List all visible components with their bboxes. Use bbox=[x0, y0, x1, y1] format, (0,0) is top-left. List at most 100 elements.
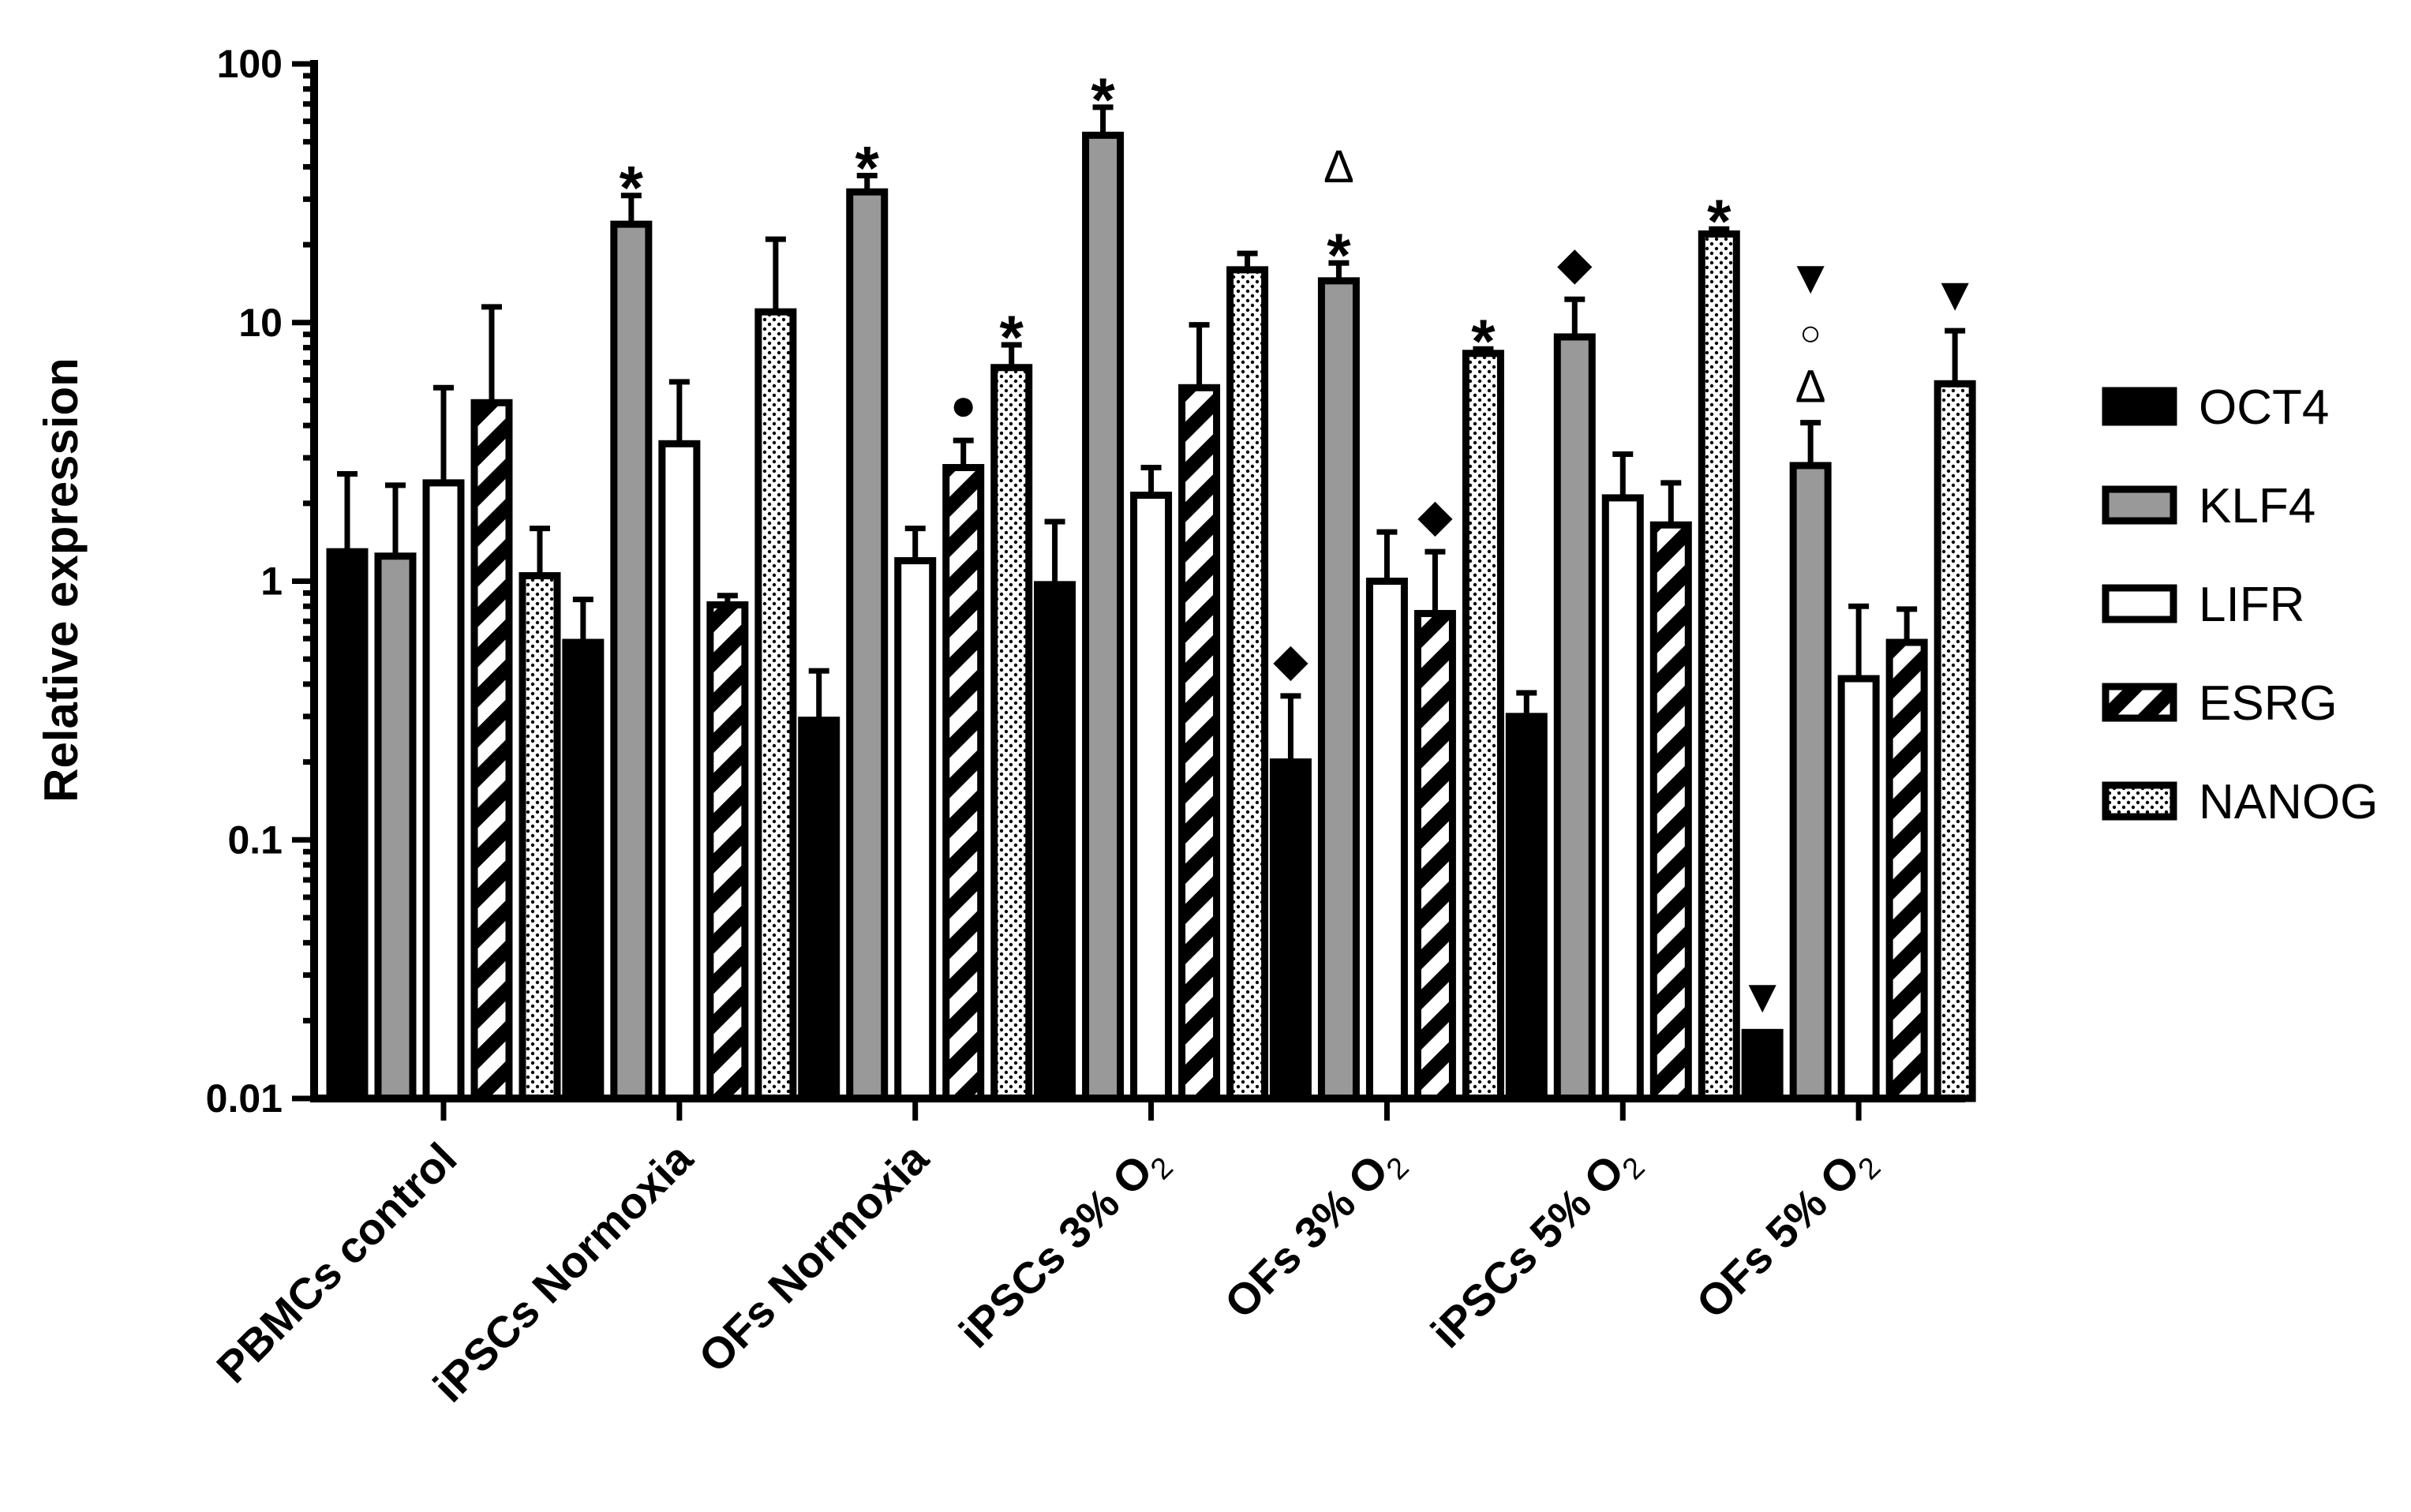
bar-klf4-cat2 bbox=[846, 188, 889, 1102]
bar-klf4-cat1 bbox=[610, 220, 653, 1102]
legend-swatch-klf4 bbox=[2102, 485, 2177, 525]
x-category-label: PBMCs control bbox=[207, 1133, 466, 1392]
bar-lifr-cat5 bbox=[1601, 494, 1644, 1102]
bar-nanog-cat5 bbox=[1698, 230, 1740, 1102]
x-category-label: iPSCs 3% O2 bbox=[949, 1133, 1180, 1364]
bar-klf4-cat0 bbox=[374, 552, 417, 1102]
bar-oct4-cat2 bbox=[798, 717, 840, 1102]
bar-lifr-cat1 bbox=[658, 440, 701, 1102]
significance-marker: * bbox=[1471, 306, 1496, 376]
legend-swatch-esrg bbox=[2102, 683, 2177, 722]
bar-esrg-cat1 bbox=[706, 601, 749, 1102]
bar-klf4-cat3 bbox=[1082, 131, 1125, 1102]
bar-oct4-cat4 bbox=[1269, 758, 1312, 1102]
error-bar-nanog-cat3 bbox=[1237, 250, 1258, 270]
x-category-label: OFs 3% O2 bbox=[1215, 1133, 1415, 1334]
error-bar-esrg-cat0 bbox=[481, 304, 502, 403]
error-bar-klf4-cat1 bbox=[620, 193, 642, 225]
error-bar-lifr-cat5 bbox=[1612, 451, 1634, 498]
bar-nanog-cat4 bbox=[1462, 350, 1504, 1102]
y-tick-label: 10 bbox=[238, 301, 283, 345]
significance-marker: ◆ bbox=[1557, 238, 1593, 289]
bar-nanog-cat6 bbox=[1934, 380, 1976, 1102]
bar-lifr-cat3 bbox=[1130, 492, 1173, 1102]
legend-label-klf4: KLF4 bbox=[2199, 479, 2316, 533]
y-tick-label: 0.01 bbox=[206, 1076, 283, 1121]
error-bar-lifr-cat2 bbox=[904, 526, 926, 561]
bar-oct4-cat0 bbox=[326, 548, 369, 1102]
bar-esrg-cat5 bbox=[1649, 521, 1692, 1102]
error-bar-nanog-cat6 bbox=[1945, 327, 1966, 384]
legend-label-oct4: OCT4 bbox=[2199, 380, 2329, 435]
error-bar-lifr-cat4 bbox=[1376, 529, 1398, 582]
bar-lifr-cat4 bbox=[1365, 578, 1408, 1102]
error-bar-nanog-cat0 bbox=[530, 526, 550, 576]
x-category-label: iPSCs Normoxia bbox=[424, 1132, 702, 1411]
x-category-label: OFs 5% O2 bbox=[1687, 1133, 1887, 1334]
legend-swatch-oct4 bbox=[2102, 387, 2177, 426]
bar-klf4-cat6 bbox=[1789, 462, 1832, 1102]
significance-marker: * bbox=[1000, 302, 1024, 372]
bar-oct4-cat5 bbox=[1505, 713, 1548, 1102]
error-bar-klf4-cat0 bbox=[385, 482, 406, 556]
error-bar-oct4-cat2 bbox=[808, 668, 829, 720]
legend-label-lifr: LIFR bbox=[2199, 578, 2304, 632]
bar-esrg-cat0 bbox=[470, 399, 513, 1102]
error-bar-esrg-cat3 bbox=[1189, 322, 1210, 388]
error-bar-oct4-cat4 bbox=[1280, 693, 1301, 762]
error-bar-klf4-cat4 bbox=[1328, 260, 1350, 281]
legend-label-nanog: NANOG bbox=[2199, 775, 2378, 829]
error-bar-nanog-cat2 bbox=[1001, 342, 1022, 368]
significance-marker: ● bbox=[950, 380, 977, 429]
significance-marker: ◆ bbox=[1417, 490, 1453, 541]
bar-lifr-cat0 bbox=[422, 479, 465, 1102]
bar-klf4-cat5 bbox=[1553, 333, 1596, 1102]
bar-nanog-cat2 bbox=[990, 364, 1033, 1102]
significance-marker: * bbox=[620, 153, 644, 223]
error-bar-esrg-cat1 bbox=[717, 593, 738, 605]
y-tick-label: 1 bbox=[260, 560, 283, 604]
significance-marker: Δ bbox=[1795, 361, 1826, 413]
bar-nanog-cat0 bbox=[519, 572, 561, 1102]
error-bar-oct4-cat1 bbox=[572, 597, 593, 643]
bar-esrg-cat3 bbox=[1178, 384, 1221, 1102]
bar-esrg-cat4 bbox=[1413, 609, 1456, 1102]
error-bar-esrg-cat6 bbox=[1896, 606, 1918, 643]
x-category-label: OFs Normoxia bbox=[689, 1132, 938, 1382]
legend-swatch-nanog bbox=[2102, 781, 2177, 821]
bar-lifr-cat2 bbox=[894, 557, 937, 1102]
legend-label-esrg: ESRG bbox=[2199, 676, 2338, 731]
bar-lifr-cat6 bbox=[1837, 675, 1880, 1102]
error-bar-esrg-cat2 bbox=[953, 437, 974, 468]
significance-marker: * bbox=[855, 133, 880, 202]
legend-swatch-lifr bbox=[2102, 584, 2177, 623]
significance-marker: Δ bbox=[1323, 141, 1354, 193]
legend: OCT4 KLF4 LIFR ESRG NANOG bbox=[2102, 380, 2378, 829]
error-bar-nanog-cat1 bbox=[765, 236, 786, 313]
bar-oct4-cat3 bbox=[1034, 581, 1076, 1102]
error-bar-klf4-cat2 bbox=[856, 173, 878, 193]
error-bar-oct4-cat3 bbox=[1044, 518, 1065, 585]
significance-marker: ▼ bbox=[1739, 969, 1785, 1022]
error-bar-klf4-cat6 bbox=[1800, 420, 1821, 466]
significance-marker: ▼ bbox=[1787, 251, 1833, 304]
bar-esrg-cat2 bbox=[942, 464, 985, 1102]
bar-esrg-cat6 bbox=[1885, 638, 1928, 1102]
bar-nanog-cat3 bbox=[1226, 266, 1269, 1102]
y-axis-title: Relative expression bbox=[35, 357, 88, 803]
significance-marker: * bbox=[1091, 65, 1115, 134]
error-bar-nanog-cat4 bbox=[1473, 346, 1494, 354]
error-bar-klf4-cat3 bbox=[1092, 104, 1114, 136]
significance-marker: ▼ bbox=[1931, 268, 1978, 320]
error-bar-lifr-cat1 bbox=[668, 379, 690, 444]
error-bar-lifr-cat0 bbox=[433, 384, 454, 483]
error-bar-oct4-cat5 bbox=[1516, 690, 1537, 717]
error-bar-esrg-cat5 bbox=[1660, 480, 1682, 526]
significance-marker: * bbox=[1707, 186, 1732, 256]
y-tick-label: 100 bbox=[217, 42, 283, 86]
error-bar-klf4-cat5 bbox=[1564, 296, 1585, 337]
bar-nanog-cat1 bbox=[754, 308, 797, 1102]
bar-oct4-cat6 bbox=[1741, 1028, 1784, 1102]
x-category-label: iPSCs 5% O2 bbox=[1421, 1133, 1652, 1364]
